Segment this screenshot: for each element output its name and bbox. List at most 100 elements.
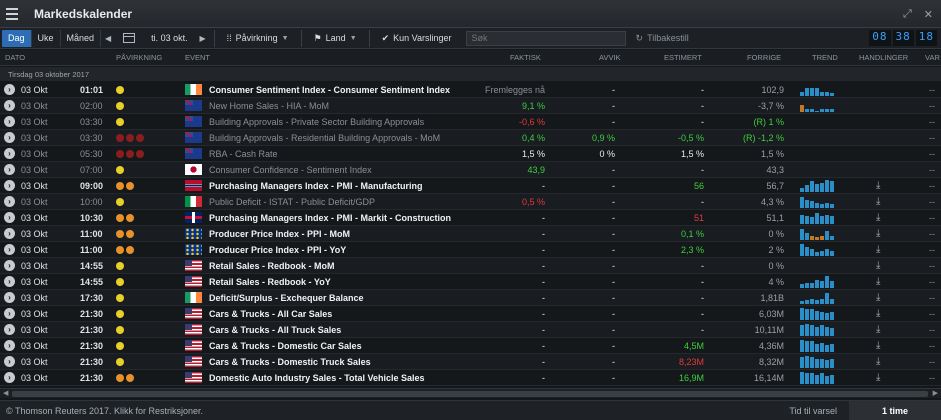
table-row[interactable]: › 03 Okt 10:30 Purchasing Managers Index - …	[0, 210, 941, 226]
table-row[interactable]: › 03 Okt 03:30 Building Approvals - Residen…	[0, 130, 941, 146]
table-row[interactable]: › 03 Okt 07:00 Consumer Confidence - Sentim…	[0, 162, 941, 178]
trend-sparkline[interactable]	[800, 276, 840, 288]
event-name[interactable]: Domestic Auto Industry Sales - Total Veh…	[209, 372, 425, 383]
table-row[interactable]: › 03 Okt 11:00 Producer Price Index - PPI -…	[0, 226, 941, 242]
table-row[interactable]: › 03 Okt 21:30 Domestic Auto Industry Sales…	[0, 370, 941, 386]
expand-row-icon[interactable]: ›	[4, 180, 15, 191]
trend-sparkline[interactable]	[800, 340, 840, 352]
event-name[interactable]: Producer Price Index - PPI - YoY	[209, 244, 347, 255]
table-row[interactable]: › 03 Okt 05:30 RBA - Cash Rate 1,5 % 0 % 1,5 %…	[0, 146, 941, 162]
col-impact[interactable]: PÅVIRKNING	[116, 53, 163, 62]
col-estimate[interactable]: ESTIMERT	[664, 53, 702, 62]
download-icon[interactable]: ⤓	[876, 308, 881, 319]
download-icon[interactable]: ⤓	[876, 292, 881, 303]
col-event[interactable]: EVENT	[185, 53, 211, 62]
event-name[interactable]: Consumer Confidence - Sentiment Index	[209, 164, 372, 175]
expand-row-icon[interactable]: ›	[4, 212, 15, 223]
download-icon[interactable]: ⤓	[876, 244, 881, 255]
table-row[interactable]: › 03 Okt 21:30 Cars & Trucks - All Truck Sa…	[0, 322, 941, 338]
event-name[interactable]: New Home Sales - HIA - MoM	[209, 100, 330, 111]
event-name[interactable]: Purchasing Managers Index - PMI - Markit…	[209, 212, 452, 223]
impact-filter[interactable]: ⁞⁞ Påvirkning ▼	[219, 30, 297, 47]
close-icon[interactable]: ✕	[923, 9, 933, 21]
col-actual[interactable]: FAKTISK	[510, 53, 541, 62]
expand-row-icon[interactable]: ›	[4, 308, 15, 319]
col-deviation[interactable]: AVVIK	[599, 53, 621, 62]
expand-row-icon[interactable]: ›	[4, 356, 15, 367]
country-filter[interactable]: ⚑ Land ▼	[306, 30, 365, 47]
trend-sparkline[interactable]	[800, 84, 840, 96]
period-week-button[interactable]: Uke	[32, 29, 61, 47]
expand-row-icon[interactable]: ›	[4, 260, 15, 271]
download-icon[interactable]: ⤓	[876, 340, 881, 351]
col-trend[interactable]: TREND	[812, 53, 838, 62]
download-icon[interactable]: ⤓	[876, 228, 881, 239]
search-input[interactable]	[465, 30, 626, 46]
trend-sparkline[interactable]	[800, 116, 840, 128]
expand-row-icon[interactable]: ›	[4, 292, 15, 303]
download-icon[interactable]: ⤓	[876, 372, 881, 383]
table-row[interactable]: › 03 Okt 14:55 Retail Sales - Redbook - MoM…	[0, 258, 941, 274]
trend-sparkline[interactable]	[800, 324, 840, 336]
expand-row-icon[interactable]: ›	[4, 132, 15, 143]
event-name[interactable]: Deficit/Surplus - Exchequer Balance	[209, 292, 364, 303]
download-icon[interactable]: ⤓	[876, 180, 881, 191]
event-name[interactable]: Retail Sales - Redbook - YoY	[209, 276, 331, 287]
expand-row-icon[interactable]: ›	[4, 84, 15, 95]
download-icon[interactable]: ⤓	[876, 260, 881, 271]
table-row[interactable]: › 03 Okt 09:00 Purchasing Managers Index - …	[0, 178, 941, 194]
trend-sparkline[interactable]	[800, 228, 840, 240]
table-row[interactable]: › 03 Okt 21:30 Cars & Trucks - All Car Sale…	[0, 306, 941, 322]
expand-row-icon[interactable]: ›	[4, 324, 15, 335]
event-name[interactable]: Building Approvals - Residential Buildin…	[209, 132, 441, 143]
event-name[interactable]: Building Approvals - Private Sector Buil…	[209, 116, 425, 127]
download-icon[interactable]: ⤓	[876, 324, 881, 335]
event-name[interactable]: Cars & Trucks - Domestic Car Sales	[209, 340, 362, 351]
table-row[interactable]: › 03 Okt 21:30 Cars & Trucks - Domestic Tru…	[0, 354, 941, 370]
download-icon[interactable]: ⤓	[876, 276, 881, 287]
col-previous[interactable]: FORRIGE	[747, 53, 782, 62]
event-name[interactable]: Cars & Trucks - Domestic Truck Sales	[209, 356, 371, 367]
table-row[interactable]: › 03 Okt 10:00 Public Deficit - ISTAT - Pub…	[0, 194, 941, 210]
menu-icon[interactable]	[0, 0, 24, 28]
trend-sparkline[interactable]	[800, 372, 840, 384]
trend-sparkline[interactable]	[800, 148, 840, 160]
reset-button[interactable]: ↻ Tilbakestill	[636, 33, 689, 44]
trend-sparkline[interactable]	[800, 132, 840, 144]
next-date-icon[interactable]: ▶	[199, 33, 206, 43]
prev-date-icon[interactable]: ◀	[104, 33, 112, 43]
scrollbar-thumb[interactable]	[12, 391, 928, 397]
trend-sparkline[interactable]	[800, 100, 840, 112]
period-month-button[interactable]: Måned	[61, 29, 102, 47]
event-name[interactable]: Purchasing Managers Index - PMI - Manufa…	[209, 180, 423, 191]
event-name[interactable]: Retail Sales - Redbook - MoM	[209, 260, 335, 271]
trend-sparkline[interactable]	[800, 196, 840, 208]
col-date[interactable]: DATO	[5, 53, 26, 62]
expand-row-icon[interactable]: ›	[4, 164, 15, 175]
calendar-icon[interactable]	[123, 33, 136, 43]
download-icon[interactable]: ⤓	[876, 212, 881, 223]
only-alerts-toggle[interactable]: ✔ Kun Varslinger	[374, 30, 460, 47]
table-row[interactable]: › 03 Okt 21:30 Cars & Trucks - Domestic Car…	[0, 338, 941, 354]
expand-row-icon[interactable]: ›	[4, 276, 15, 287]
trend-sparkline[interactable]	[800, 308, 840, 320]
download-icon[interactable]: ⤓	[876, 196, 881, 207]
trend-sparkline[interactable]	[800, 180, 840, 192]
event-name[interactable]: Cars & Trucks - All Car Sales	[209, 308, 333, 319]
table-row[interactable]: › 03 Okt 17:30 Deficit/Surplus - Exchequer …	[0, 290, 941, 306]
event-name[interactable]: Producer Price Index - PPI - MoM	[209, 228, 351, 239]
event-name[interactable]: RBA - Cash Rate	[209, 148, 278, 159]
expand-row-icon[interactable]: ›	[4, 148, 15, 159]
scroll-left-icon[interactable]: ◀	[3, 390, 9, 397]
trend-sparkline[interactable]	[800, 244, 840, 256]
table-row[interactable]: › 03 Okt 01:01 Consumer Sentiment Index - C…	[0, 82, 941, 98]
trend-sparkline[interactable]	[800, 212, 840, 224]
expand-row-icon[interactable]: ›	[4, 116, 15, 127]
date-selector[interactable]: ti. 03 okt.	[151, 33, 188, 43]
expand-row-icon[interactable]: ›	[4, 196, 15, 207]
expand-row-icon[interactable]: ›	[4, 228, 15, 239]
col-more[interactable]: VAR	[925, 53, 940, 62]
event-name[interactable]: Cars & Trucks - All Truck Sales	[209, 324, 342, 335]
horizontal-scrollbar[interactable]: ◀ ▶	[0, 388, 941, 398]
period-day-button[interactable]: Dag	[2, 29, 32, 47]
